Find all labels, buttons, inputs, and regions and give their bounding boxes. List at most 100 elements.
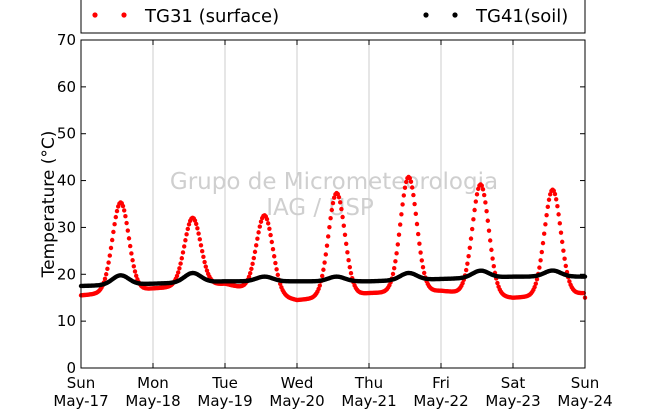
series-0-point — [338, 200, 343, 205]
series-0-point — [401, 193, 406, 198]
series-0-point — [414, 221, 420, 227]
x-tick-date-5: May-22 — [413, 392, 468, 409]
series-0-point — [252, 249, 258, 255]
series-0-point — [332, 195, 337, 200]
x-tick-date-7: May-24 — [557, 392, 612, 409]
series-0-point — [560, 239, 565, 245]
series-0-point — [417, 241, 422, 246]
series-0-point — [323, 252, 328, 257]
series-0-point — [392, 265, 397, 271]
series-0-point — [466, 253, 471, 259]
watermark: Grupo de Micrometeorologia IAG / USP — [170, 169, 498, 221]
y-tick-label-2: 20 — [57, 265, 76, 283]
plot-frame — [80, 39, 586, 369]
series-0-point — [460, 281, 465, 286]
series-0-point — [402, 185, 408, 190]
series-0-point — [200, 249, 205, 254]
y-tick-label-5: 50 — [57, 125, 76, 143]
series-0-point — [183, 238, 188, 243]
series-0-point — [327, 224, 332, 230]
series-0-point — [267, 226, 272, 231]
series-0-point — [246, 274, 252, 279]
series-0-point — [185, 226, 190, 232]
series-0-point — [255, 236, 260, 241]
series-0-point — [177, 266, 182, 271]
series-0-point — [126, 236, 132, 241]
series-0-point — [112, 222, 117, 227]
series-0-point — [474, 192, 480, 197]
series-0-point — [272, 254, 277, 259]
series-0-point — [184, 232, 189, 237]
y-tick-label-3: 30 — [57, 218, 76, 236]
series-0-point — [120, 203, 126, 209]
series-0-point — [275, 272, 280, 278]
series-0-point — [418, 250, 423, 255]
series-0-point — [339, 206, 344, 212]
series-0-point — [124, 220, 129, 226]
series-0-point — [201, 254, 206, 260]
series-0-point — [330, 200, 336, 206]
series-0-point — [125, 228, 130, 233]
series-0-point — [204, 268, 210, 273]
series-0-point — [400, 202, 405, 207]
series-0-point — [322, 260, 327, 265]
series-0-point — [476, 186, 481, 192]
series-0-point — [416, 231, 421, 237]
legend-marker-surface-2 — [121, 12, 127, 18]
series-0-point — [198, 243, 204, 248]
series-0-point — [114, 208, 120, 214]
y-tick-label-0: 0 — [66, 359, 76, 377]
series-0-point — [407, 175, 412, 181]
series-0-point — [196, 231, 201, 236]
series-0-point — [182, 244, 187, 249]
series-0-point — [542, 231, 547, 236]
series-0-point — [106, 260, 111, 265]
series-0-point — [264, 216, 270, 222]
series-0-point — [479, 183, 484, 188]
x-tick-day-6: Sat — [501, 374, 526, 392]
series-0-point — [567, 279, 572, 284]
series-0-point — [123, 214, 128, 219]
series-0-point — [465, 261, 470, 266]
series-0-point — [471, 217, 476, 222]
series-0-point — [395, 242, 400, 247]
series-0-point — [480, 187, 486, 192]
series-0-point — [464, 267, 469, 273]
series-0-point — [258, 219, 264, 224]
series-0-point — [490, 256, 495, 261]
x-tick-day-4: Thu — [354, 374, 383, 392]
watermark-line-2: IAG / USP — [266, 195, 374, 221]
series-0-point — [176, 270, 181, 275]
x-tick-date-6: May-23 — [485, 392, 540, 409]
series-0-point — [274, 267, 279, 272]
legend-marker-soil-2 — [452, 12, 458, 18]
y-tick-label-7: 70 — [57, 31, 76, 49]
series-0-point — [484, 208, 489, 214]
series-0-point — [540, 240, 546, 246]
series-0-point — [532, 284, 537, 290]
series-0-point — [132, 269, 138, 274]
series-0-point — [544, 212, 549, 218]
y-tick-label-4: 40 — [57, 172, 76, 190]
series-0-point — [347, 264, 352, 270]
series-0-point — [108, 245, 114, 251]
series-0-point — [257, 224, 262, 229]
series-0-point — [111, 229, 116, 235]
series-0-point — [269, 239, 274, 245]
grid-lines — [152, 40, 514, 368]
series-0-point — [483, 200, 488, 205]
series-0-point — [328, 215, 333, 221]
series-0-point — [408, 179, 414, 184]
series-0-point — [340, 214, 345, 220]
series-0-point — [178, 261, 183, 266]
series-0-point — [562, 256, 567, 261]
series-0-point — [396, 232, 402, 237]
series-0-point — [197, 237, 202, 242]
x-tick-day-5: Fri — [432, 374, 450, 392]
series-0-point — [413, 211, 418, 217]
series-0-point — [558, 230, 564, 235]
watermark-line-1: Grupo de Micrometeorologia — [170, 169, 498, 195]
legend-label-soil: TG41(soil) — [475, 6, 568, 27]
series-0-point — [561, 248, 566, 253]
